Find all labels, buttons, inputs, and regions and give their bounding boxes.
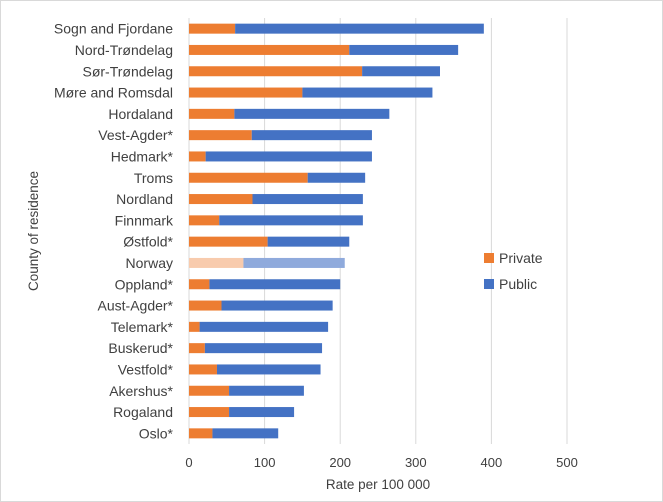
- x-tick-label: 0: [185, 455, 192, 470]
- x-tick-label: 100: [254, 455, 276, 470]
- bar-private: [189, 108, 235, 119]
- bar-public: [243, 257, 345, 268]
- bar-public: [267, 236, 350, 247]
- bar-private: [189, 194, 253, 205]
- category-label: Oppland*: [115, 276, 174, 292]
- bar-private: [189, 321, 200, 332]
- x-tick-label: 300: [405, 455, 427, 470]
- bar-private: [189, 130, 252, 141]
- category-label: Østfold*: [123, 234, 173, 250]
- bar-private: [189, 257, 244, 268]
- bar-private: [189, 300, 222, 311]
- category-label: Nordland: [116, 191, 173, 207]
- bar-private: [189, 236, 268, 247]
- legend: Private Public: [484, 250, 543, 292]
- bar-public: [205, 151, 372, 162]
- category-label: Vest-Agder*: [98, 127, 173, 143]
- bar-public: [229, 385, 304, 396]
- category-label: Vestfold*: [118, 361, 174, 377]
- bar-public: [302, 87, 433, 98]
- legend-swatch-private: [484, 253, 494, 263]
- bar-private: [189, 172, 308, 183]
- bar-private: [189, 66, 363, 77]
- legend-label-public: Public: [499, 276, 537, 292]
- bar-public: [362, 66, 440, 77]
- bars: [189, 23, 484, 439]
- category-label: Troms: [134, 170, 173, 186]
- bar-private: [189, 151, 206, 162]
- category-label: Nord-Trøndelag: [75, 42, 173, 58]
- category-label: Buskerud*: [108, 340, 173, 356]
- bar-public: [212, 428, 279, 439]
- category-label: Akershus*: [109, 383, 173, 399]
- bar-public: [234, 108, 390, 119]
- category-label: Oslo*: [139, 425, 174, 441]
- bar-private: [189, 343, 205, 354]
- bar-private: [189, 215, 220, 226]
- bar-private: [189, 23, 236, 34]
- category-label: Finnmark: [115, 212, 174, 228]
- category-label: Sogn and Fjordane: [54, 21, 173, 37]
- bar-public: [216, 364, 321, 375]
- bar-public: [221, 300, 333, 311]
- category-label: Sør-Trøndelag: [82, 63, 173, 79]
- bar-public: [204, 343, 323, 354]
- category-label: Norway: [126, 255, 173, 271]
- bar-public: [209, 279, 341, 290]
- gridlines: [188, 18, 568, 444]
- bar-private: [189, 279, 210, 290]
- category-labels: Sogn and Fjordane Nord-Trøndelag Sør-Trønd…: [54, 21, 174, 442]
- bar-public: [235, 23, 484, 34]
- y-axis-title: County of residence: [26, 171, 41, 291]
- bar-public: [251, 130, 372, 141]
- category-label: Hedmark*: [111, 148, 174, 164]
- x-axis-title: Rate per 100 000: [326, 477, 430, 492]
- bar-public: [229, 407, 295, 418]
- category-label: Telemark*: [111, 319, 174, 335]
- bar-public: [307, 172, 366, 183]
- category-label: Aust-Agder*: [98, 298, 174, 314]
- bar-public: [349, 44, 459, 55]
- bar-private: [189, 428, 213, 439]
- category-label: Rogaland: [113, 404, 173, 420]
- category-label: Hordaland: [108, 106, 173, 122]
- bar-private: [189, 364, 217, 375]
- legend-label-private: Private: [499, 250, 543, 266]
- x-tick-labels: 0 100 200 300 400 500: [185, 455, 577, 470]
- bar-private: [189, 407, 230, 418]
- bar-public: [252, 194, 363, 205]
- category-label: Møre and Romsdal: [54, 85, 173, 101]
- x-tick-label: 500: [556, 455, 578, 470]
- x-tick-label: 200: [329, 455, 351, 470]
- bar-public: [219, 215, 363, 226]
- bar-private: [189, 87, 303, 98]
- bar-public: [199, 321, 329, 332]
- bar-private: [189, 44, 350, 55]
- bar-private: [189, 385, 230, 396]
- legend-swatch-public: [484, 279, 494, 289]
- x-tick-label: 400: [481, 455, 503, 470]
